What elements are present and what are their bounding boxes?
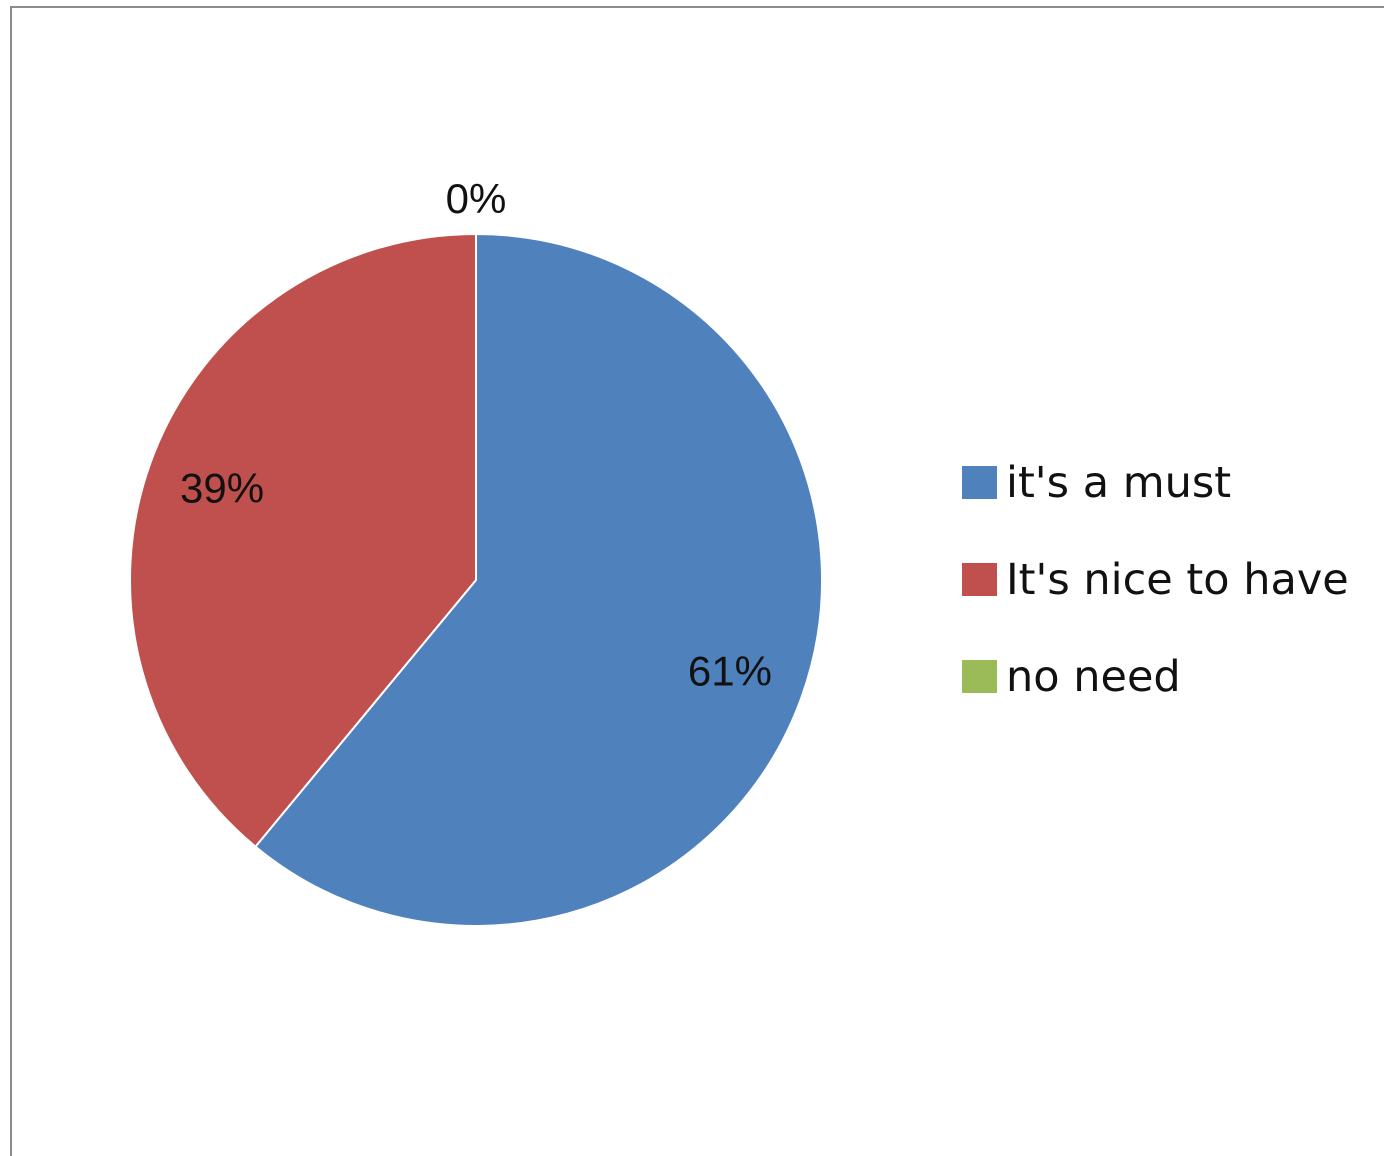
legend: it's a must It's nice to have no need — [962, 458, 1349, 702]
pie-slices — [129, 232, 823, 927]
data-label-no-need: 0% — [446, 175, 507, 222]
legend-label-it-s-a-must: it's a must — [1006, 458, 1231, 508]
legend-label-no-need: no need — [1006, 652, 1181, 702]
legend-label-it-s-nice-to-have: It's nice to have — [1006, 555, 1349, 605]
legend-swatch-it-s-a-must — [962, 466, 997, 499]
data-label-it-s-nice-to-have: 39% — [180, 465, 264, 512]
pie-data-labels: 61% 39% 0% — [180, 175, 772, 694]
pie-slice-it-s-nice-to-have — [129, 232, 477, 849]
legend-swatch-it-s-nice-to-have — [962, 563, 997, 596]
legend-swatch-no-need — [962, 660, 997, 693]
data-label-it-s-a-must: 61% — [688, 647, 772, 694]
pie-slice-it-s-a-must — [254, 232, 823, 927]
